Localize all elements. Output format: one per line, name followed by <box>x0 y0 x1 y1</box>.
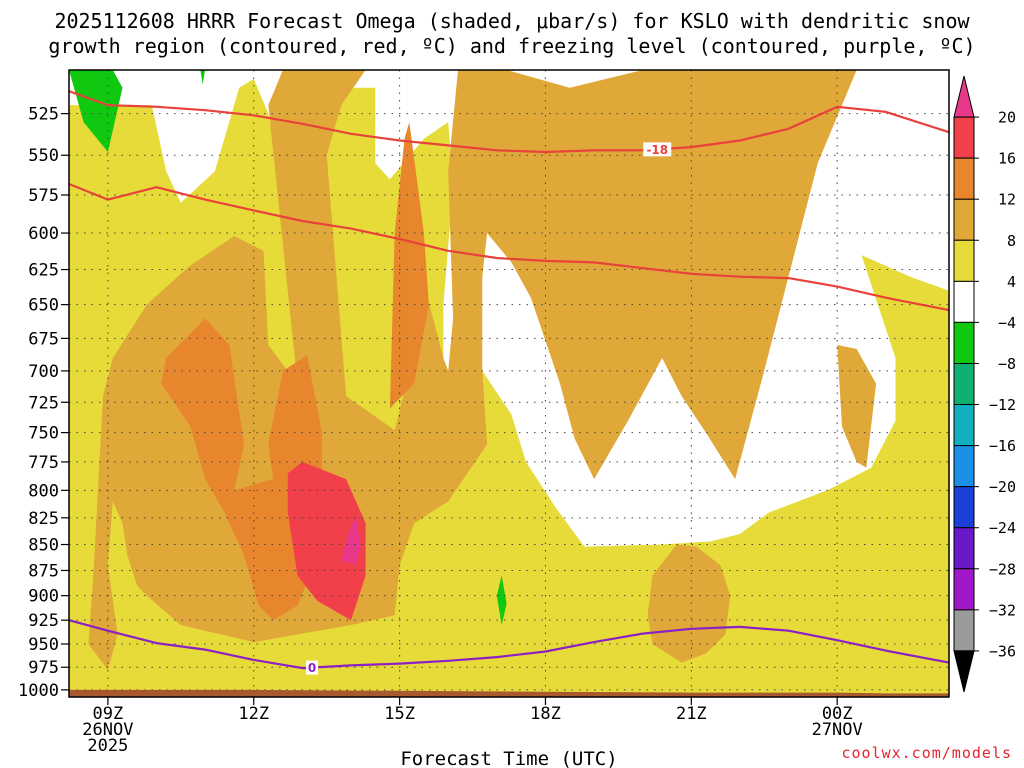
colorbar-segment-1 <box>953 116 975 159</box>
y-tick-label-875: 875 <box>28 561 59 581</box>
x-tick-label-26NOV: 26NOV <box>82 720 133 740</box>
x-tick-label-15Z: 15Z <box>384 704 415 724</box>
omega-region-4 <box>161 318 322 621</box>
y-tick-label-900: 900 <box>28 587 59 607</box>
y-tick-label-950: 950 <box>28 635 59 655</box>
y-tick-label-825: 825 <box>28 509 59 529</box>
omega-region-2 <box>647 544 731 663</box>
omega-region-3 <box>837 345 877 468</box>
colorbar-label-8: −16 <box>989 437 1016 455</box>
colorbar-segment-2 <box>953 157 975 200</box>
x-axis-label: Forecast Time (UTC) <box>400 748 617 768</box>
y-tick-label-675: 675 <box>28 329 59 349</box>
colorbar-label-3: 8 <box>1007 232 1016 250</box>
contour-label-freezing-level: 0 <box>308 661 316 675</box>
temperature-contours <box>69 90 949 670</box>
colorbar-segment-7 <box>953 362 975 406</box>
contour-label-bg-freezing-level <box>306 660 319 675</box>
colorbar-segment-12 <box>953 568 975 611</box>
y-tick-label-700: 700 <box>28 362 59 382</box>
colorbar: 20 16 12 8 4 −4 −8 −12 −16 −20 −24 −28 −32 −36 <box>953 75 1016 693</box>
colorbar-segment-6 <box>953 321 975 364</box>
terrain-layer <box>69 689 949 697</box>
omega-region-10 <box>200 70 206 85</box>
colorbar-label-13: −36 <box>989 642 1016 660</box>
contour-label-bg-dendritic-top <box>643 142 672 157</box>
colorbar-label-1: 16 <box>998 150 1016 168</box>
colorbar-segment-14 <box>953 650 975 693</box>
terrain-fill <box>69 689 949 697</box>
chart-title-line2: growth region (contoured, red, ºC) and f… <box>48 34 975 58</box>
colorbar-label-0: 20 <box>998 109 1016 127</box>
colorbar-segment-3 <box>953 198 975 241</box>
x-tick-label-12Z: 12Z <box>238 704 269 724</box>
y-tick-label-550: 550 <box>28 146 59 166</box>
omega-shading <box>69 70 949 697</box>
omega-region-9 <box>496 575 507 625</box>
y-tick-label-650: 650 <box>28 296 59 316</box>
colorbar-segment-5 <box>953 280 975 323</box>
y-tick-label-925: 925 <box>28 611 59 631</box>
plot-frame <box>68 69 950 698</box>
colorbar-segment-9 <box>953 445 975 488</box>
chart-title-line1: 2025112608 HRRR Forecast Omega (shaded, … <box>54 9 970 33</box>
omega-region-8 <box>69 70 123 152</box>
colorbar-segment-13 <box>953 609 975 652</box>
colorbar-label-6: −8 <box>998 355 1016 373</box>
y-tick-label-775: 775 <box>28 453 59 473</box>
colorbar-segment-8 <box>953 404 975 447</box>
colorbar-label-9: −20 <box>989 478 1016 496</box>
colorbar-label-2: 12 <box>998 191 1016 209</box>
colorbar-segment-11 <box>953 527 975 570</box>
contour-labels: -18 0 <box>306 142 672 675</box>
y-tick-label-850: 850 <box>28 536 59 556</box>
y-tick-label-750: 750 <box>28 424 59 444</box>
x-tick-label-21Z: 21Z <box>676 704 707 724</box>
y-tick-label-1000: 1000 <box>18 681 59 701</box>
contour-dendritic-bottom <box>69 182 949 312</box>
x-tick-label-27NOV: 27NOV <box>812 720 863 740</box>
colorbar-label-12: −32 <box>989 601 1016 619</box>
y-tick-label-725: 725 <box>28 393 59 413</box>
colorbar-label-7: −12 <box>989 396 1016 414</box>
y-tick-label-525: 525 <box>28 105 59 125</box>
contour-freezing-level <box>69 619 949 670</box>
y-tick-label-625: 625 <box>28 261 59 281</box>
x-tick-label-18Z: 18Z <box>530 704 561 724</box>
omega-region-5 <box>389 122 429 409</box>
credit-text: coolwx.com/models <box>841 744 1012 762</box>
omega-region-7 <box>341 517 361 566</box>
y-tick-label-975: 975 <box>28 658 59 678</box>
colorbar-label-10: −24 <box>989 519 1016 537</box>
omega-region-6 <box>287 461 366 621</box>
x-tick-label-2025: 2025 <box>87 736 128 756</box>
y-tick-label-600: 600 <box>28 224 59 244</box>
colorbar-label-5: −4 <box>998 314 1016 332</box>
x-tick-label-00Z: 00Z <box>822 704 853 724</box>
colorbar-label-11: −28 <box>989 560 1016 578</box>
colorbar-segment-4 <box>953 239 975 282</box>
plot-area <box>69 70 949 697</box>
colorbar-label-4: 4 <box>1007 273 1016 291</box>
y-tick-label-800: 800 <box>28 481 59 501</box>
contour-label-dendritic-top: -18 <box>646 143 668 157</box>
colorbar-segment-10 <box>953 486 975 529</box>
x-tick-label-09Z: 09Z <box>93 704 124 724</box>
y-tick-label-575: 575 <box>28 186 59 206</box>
y-axis: 525 550 575 600 625 650 675 700 725 750 775 800 825 8… <box>18 105 69 701</box>
contour-dendritic-top <box>69 90 949 154</box>
